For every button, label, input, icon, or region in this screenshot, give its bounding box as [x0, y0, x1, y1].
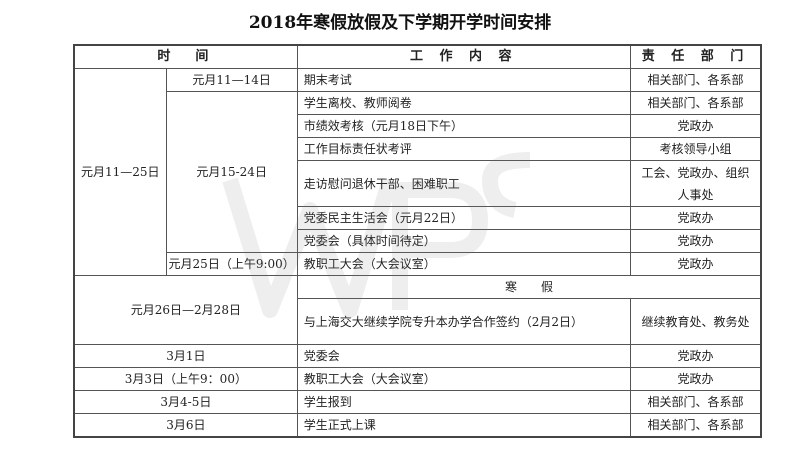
table-row: 3月1日 党委会 党政办 [73, 344, 762, 368]
time-cell: 3月4-5日 [73, 390, 298, 414]
dept-cell: 相关部门、各系部 [629, 413, 762, 438]
dept-cell: 党政办 [629, 229, 762, 253]
dept-cell: 党政办 [629, 114, 762, 138]
time-cell: 元月25日（上午9:00） [165, 252, 298, 276]
time-cell: 3月1日 [73, 344, 298, 368]
table-row: 3月6日 学生正式上课 相关部门、各系部 [73, 413, 762, 438]
content-cell: 学生报到 [296, 390, 631, 414]
table-row: 市绩效考核（元月18日下午） 党政办 [74, 114, 762, 138]
content-cell: 党委会（具体时间待定） [296, 229, 631, 253]
time-cell: 元月15-24日 [165, 91, 298, 253]
table-header-row: 时 间 工 作 内 容 责 任 部 门 [73, 44, 762, 69]
content-cell: 教职工大会（大会议室） [296, 252, 631, 276]
schedule-table: 时 间 工 作 内 容 责 任 部 门 元月11—25日 元月11—14日 期末… [73, 44, 763, 438]
dept-cell: 党政办 [629, 206, 762, 230]
table-row: 元月15-24日 学生离校、教师阅卷 相关部门、各系部 [74, 91, 762, 253]
outer-time-cell: 元月11—25日 [73, 68, 167, 276]
dept-cell: 考核领导小组 [629, 137, 762, 161]
table-row: 元月25日（上午9:00） 教职工大会（大会议室） 党政办 [74, 252, 762, 276]
dept-cell: 相关部门、各系部 [629, 68, 762, 92]
time-cell: 元月11—14日 [165, 68, 298, 92]
content-cell: 市绩效考核（元月18日下午） [296, 114, 631, 138]
header-time: 时 间 [73, 44, 298, 69]
dept-cell: 党政办 [629, 252, 762, 276]
content-cell: 学生离校、教师阅卷 [296, 91, 631, 115]
dept-cell: 工会、党政办、组织人事处 [629, 160, 762, 207]
content-cell: 工作目标责任状考评 [296, 137, 631, 161]
dept-cell: 相关部门、各系部 [629, 91, 762, 115]
header-dept: 责 任 部 门 [629, 44, 762, 69]
table-row: 走访慰问退休干部、困难职工 工会、党政办、组织人事处 [74, 160, 762, 207]
dept-cell: 继续教育处、教务处 [629, 298, 762, 345]
holiday-cell: 寒 假 [296, 275, 762, 299]
content-cell: 期末考试 [296, 68, 631, 92]
content-cell: 学生正式上课 [296, 413, 631, 438]
table-row: 3月3日（上午9：00） 教职工大会（大会议室） 党政办 [73, 367, 762, 391]
time-cell: 3月6日 [73, 413, 298, 438]
document-title: 2018年寒假放假及下学期开学时间安排 [248, 13, 552, 33]
table-row: 党委民主生活会（元月22日） 党政办 [74, 206, 762, 230]
content-cell: 党委会 [296, 344, 631, 368]
table-row: 3月4-5日 学生报到 相关部门、各系部 [73, 390, 762, 414]
header-content: 工 作 内 容 [296, 44, 631, 69]
dept-cell: 党政办 [629, 344, 762, 368]
dept-cell: 相关部门、各系部 [629, 390, 762, 414]
table-row: 与上海交大继续学院专升本办学合作签约（2月2日） 继续教育处、教务处 [74, 298, 762, 345]
content-cell: 教职工大会（大会议室） [296, 367, 631, 391]
content-cell: 党委民主生活会（元月22日） [296, 206, 631, 230]
content-cell: 走访慰问退休干部、困难职工 [296, 160, 631, 207]
dept-cell: 党政办 [629, 367, 762, 391]
time-cell: 元月26日—2月28日 [73, 275, 298, 345]
time-cell: 3月3日（上午9：00） [73, 367, 298, 391]
table-row: 元月26日—2月28日 寒 假 [73, 275, 762, 345]
content-cell: 与上海交大继续学院专升本办学合作签约（2月2日） [296, 298, 631, 345]
table-row: 元月11—25日 元月11—14日 期末考试 相关部门、各系部 [73, 68, 762, 276]
